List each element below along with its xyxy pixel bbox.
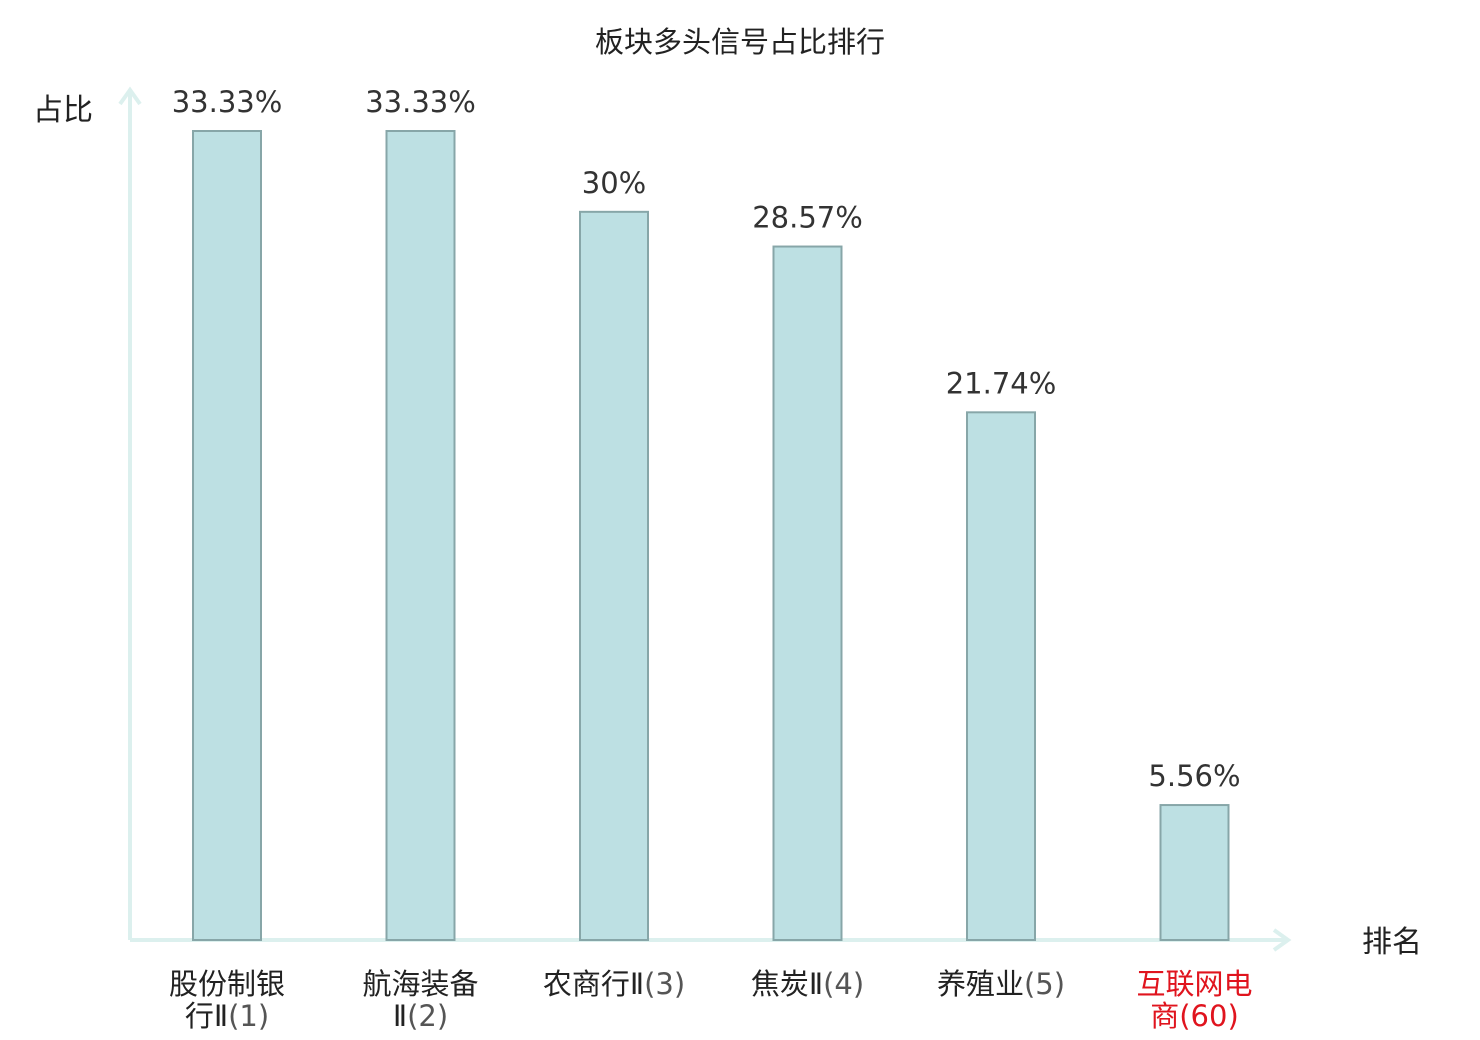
value-label-4: 28.57% [752,201,863,235]
category-label-3: 农商行Ⅱ(3) [543,967,685,1001]
bar-3 [579,210,649,941]
bars-group [192,130,1230,942]
x-axis: 排名 [130,925,1422,960]
category-label-4: 焦炭Ⅱ(4) [751,967,864,1001]
value-label-3: 30% [582,166,646,200]
chart-title: 板块多头信号占比排行 [595,25,885,59]
value-label-1: 33.33% [172,85,283,119]
x-axis-label: 排名 [1362,925,1422,960]
y-axis-arrow [118,86,142,106]
bar-5 [966,411,1036,941]
value-label-6: 5.56% [1148,759,1240,793]
y-axis-label: 占比 [33,93,93,128]
y-axis: 占比 [33,86,142,940]
value-labels-group: 33.33% 33.33% 30% 28.57% 21.74% 5.56% [172,85,1241,793]
bar-6 [1159,804,1230,941]
bar-2 [385,130,456,941]
bar-1 [192,130,262,941]
category-label-1: 股份制银 [169,967,285,1001]
category-label-2: 航海装备 [362,967,478,1001]
category-label-6-line2: 商(60) [1150,999,1239,1033]
bar-4 [772,245,843,942]
category-label-5: 养殖业(5) [937,967,1065,1001]
value-label-2: 33.33% [365,85,476,119]
category-label-2-line2: Ⅱ(2) [393,999,448,1033]
category-label-6: 互联网电 [1136,967,1252,1001]
x-axis-arrow [1272,928,1292,952]
category-label-1-line2: 行Ⅱ(1) [185,999,269,1033]
value-label-5: 21.74% [946,366,1057,400]
